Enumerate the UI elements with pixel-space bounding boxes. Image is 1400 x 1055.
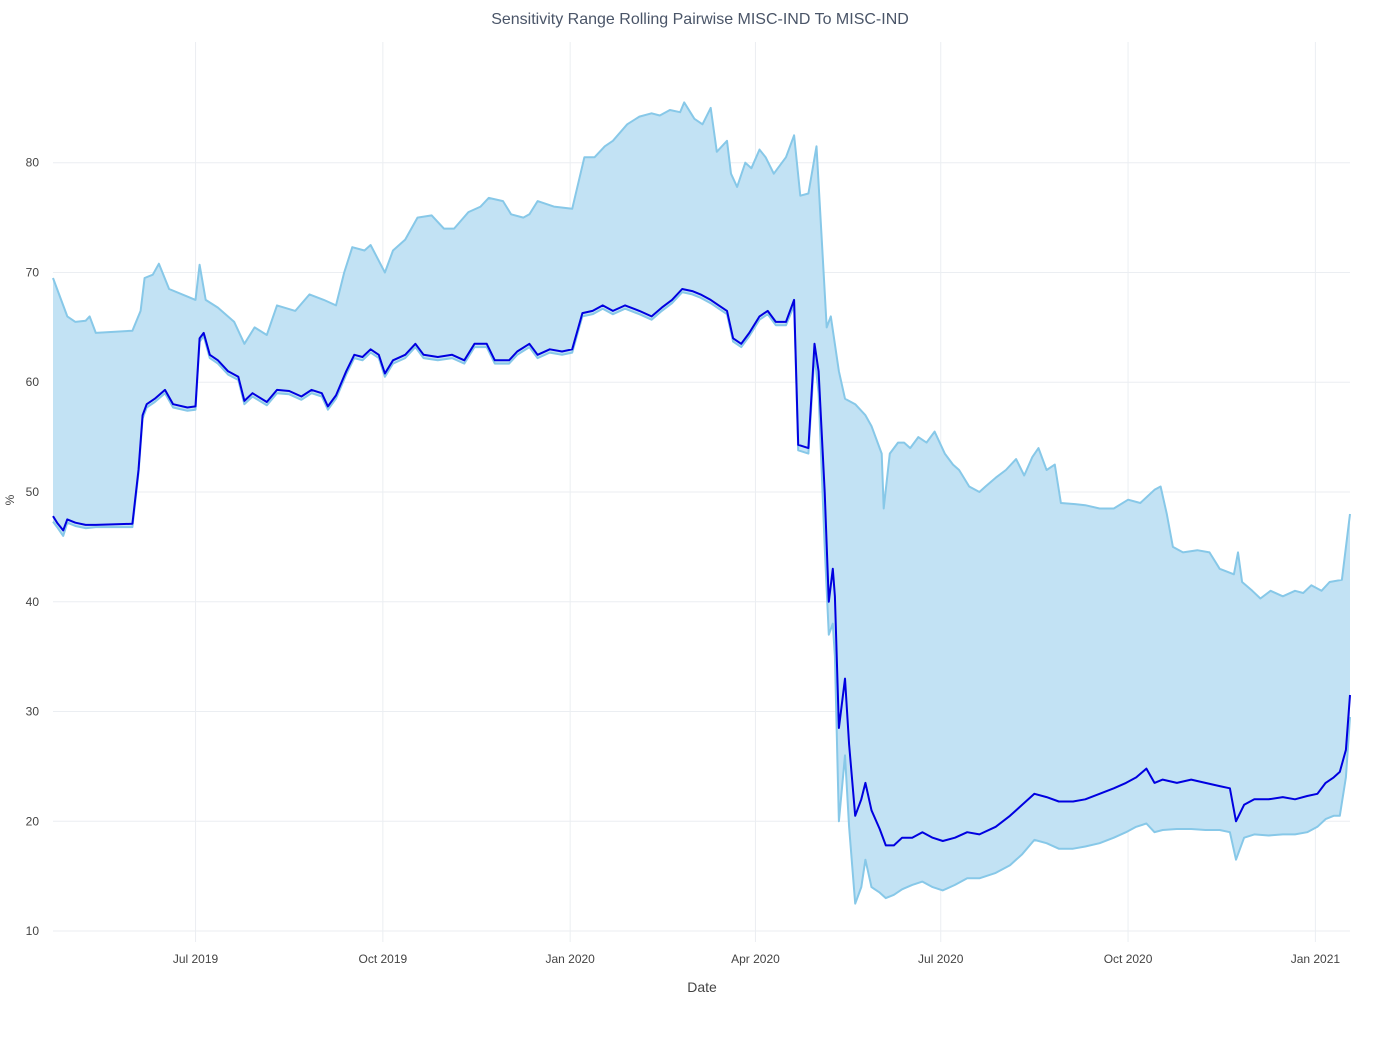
x-axis-title: Date: [687, 979, 717, 995]
y-tick-label: 60: [26, 375, 40, 389]
x-tick-label: Oct 2020: [1104, 952, 1153, 966]
lower-bound-line: [52, 291, 1351, 905]
x-tick-label: Jul 2020: [918, 952, 964, 966]
y-tick-label: 50: [26, 485, 40, 499]
line-layer: [52, 101, 1351, 905]
x-tick-label: Jul 2019: [173, 952, 219, 966]
band-layer: [53, 102, 1350, 904]
upper-bound-line: [52, 101, 1351, 600]
y-tick-label: 10: [26, 924, 40, 938]
x-axis: Jul 2019 Oct 2019 Jan 2020 Apr 2020 Jul 2020…: [173, 952, 1341, 966]
y-tick-label: 20: [26, 814, 40, 828]
y-tick-label: 80: [26, 156, 40, 170]
y-tick-label: 40: [26, 595, 40, 609]
x-tick-label: Apr 2020: [731, 952, 780, 966]
x-tick-label: Jan 2020: [545, 952, 595, 966]
center-line: [52, 288, 1351, 847]
chart-title: Sensitivity Range Rolling Pairwise MISC-…: [491, 11, 909, 28]
sensitivity-band: [53, 102, 1350, 904]
x-tick-label: Jan 2021: [1291, 952, 1341, 966]
y-axis: 10 20 30 40 50 60 70 80: [26, 156, 40, 938]
y-tick-label: 70: [26, 265, 40, 279]
y-axis-title: %: [3, 494, 17, 505]
y-tick-label: 30: [26, 705, 40, 719]
x-tick-label: Oct 2019: [358, 952, 407, 966]
